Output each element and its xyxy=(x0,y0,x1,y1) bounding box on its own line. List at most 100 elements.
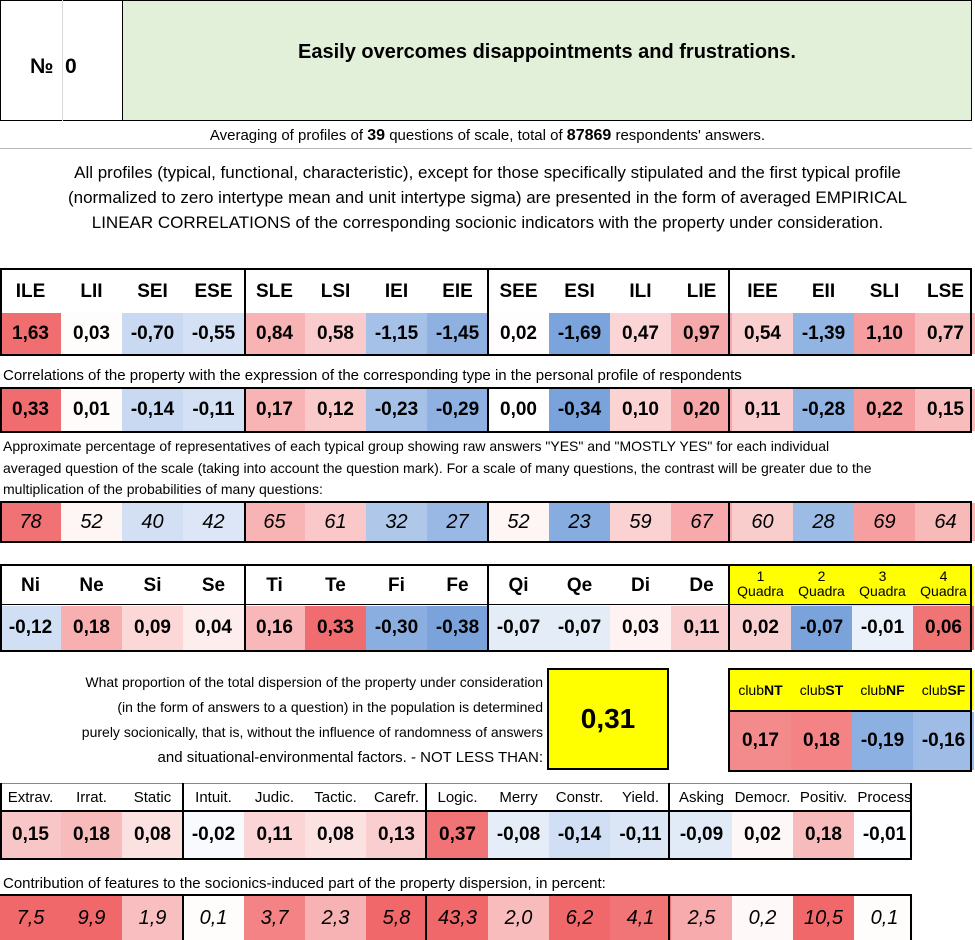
trait-header: Merry xyxy=(499,788,538,806)
typical-profile-value: 0,97 xyxy=(671,313,732,354)
rule xyxy=(668,783,670,860)
rule xyxy=(487,387,489,433)
rule xyxy=(0,564,972,566)
rule xyxy=(728,770,972,772)
function-value: -0,38 xyxy=(427,606,488,650)
function-value: 0,16 xyxy=(244,606,305,650)
contribution-value: 3,7 xyxy=(244,896,305,940)
header-title-cell: Easily overcomes disappointments and fru… xyxy=(122,0,972,121)
type-header-lii: LII xyxy=(80,281,103,302)
type-header-eii: EII xyxy=(811,281,836,302)
rule xyxy=(0,501,2,543)
rule xyxy=(0,783,912,784)
correlation-value: -0,23 xyxy=(366,389,427,431)
contribution-value: 0,1 xyxy=(183,896,244,940)
rule xyxy=(728,387,730,433)
trait-value: -0,08 xyxy=(488,812,549,858)
quadra-number: 4 xyxy=(939,568,948,584)
rule xyxy=(0,387,2,433)
percentage-value: 32 xyxy=(366,503,427,541)
percentage-value: 78 xyxy=(0,503,61,541)
trait-value: 0,02 xyxy=(732,812,793,858)
contribution-value: 4,1 xyxy=(610,896,671,940)
correlation-value: 0,11 xyxy=(732,389,793,431)
function-header-di: Di xyxy=(631,575,650,596)
function-value: 0,33 xyxy=(305,606,366,650)
typical-profile-value: -0,70 xyxy=(122,313,183,354)
rule xyxy=(0,783,2,860)
trait-header: Judic. xyxy=(254,788,295,806)
dispersion-value: 0,31 xyxy=(547,668,669,770)
rule xyxy=(0,431,972,433)
type-header-sli: SLI xyxy=(869,281,900,302)
trait-value: 0,11 xyxy=(244,812,305,858)
typical-profile-value: 1,63 xyxy=(0,313,61,354)
rule xyxy=(0,564,2,652)
rule xyxy=(244,501,246,543)
trait-value: 0,08 xyxy=(305,812,366,858)
percentage-value: 67 xyxy=(671,503,732,541)
type-header-ile: ILE xyxy=(15,281,46,302)
typical-profile-value: 0,77 xyxy=(915,313,975,354)
rule xyxy=(0,387,972,389)
quadra-label: Quadra xyxy=(859,583,906,599)
rule xyxy=(970,268,972,356)
function-header-de: De xyxy=(689,575,714,596)
trait-header: Carefr. xyxy=(373,788,419,806)
function-header-qe: Qe xyxy=(566,575,593,596)
contribution-value: 1,9 xyxy=(122,896,183,940)
trait-header: Intuit. xyxy=(195,788,232,806)
contribution-value: 2,0 xyxy=(488,896,549,940)
quadra-value: 0,06 xyxy=(913,606,974,650)
rule xyxy=(728,668,730,772)
trait-header: Asking xyxy=(678,788,725,806)
correlation-value: 0,33 xyxy=(0,389,61,431)
typical-profile-value: -1,39 xyxy=(793,313,854,354)
quadra-value: -0,01 xyxy=(852,606,913,650)
header-divider xyxy=(62,0,63,121)
rule xyxy=(244,387,246,433)
typical-profile-value: 0,03 xyxy=(61,313,122,354)
rule xyxy=(0,604,972,605)
correlation-caption: Correlations of the property with the ex… xyxy=(3,367,742,384)
percentage-value: 42 xyxy=(183,503,244,541)
percentage-value: 59 xyxy=(610,503,671,541)
type-header-lie: LIE xyxy=(686,281,717,302)
function-value: -0,30 xyxy=(366,606,427,650)
rule xyxy=(970,387,972,433)
function-header-ti: Ti xyxy=(266,575,283,596)
contribution-value: 6,2 xyxy=(549,896,610,940)
contribution-caption: Contribution of features to the socionic… xyxy=(3,875,606,892)
typical-profile-value: -1,45 xyxy=(427,313,488,354)
trait-value: 0,37 xyxy=(427,812,488,858)
trait-header: Extrav. xyxy=(7,788,54,806)
trait-value: 0,15 xyxy=(0,812,61,858)
rule xyxy=(487,501,489,543)
correlation-value: 0,10 xyxy=(610,389,671,431)
rule xyxy=(487,564,489,652)
contribution-value: 2,3 xyxy=(305,896,366,940)
trait-header: Static xyxy=(133,788,172,806)
trait-header: Logic. xyxy=(437,788,478,806)
function-header-si: Si xyxy=(143,575,162,596)
correlation-value: -0,29 xyxy=(427,389,488,431)
correlation-value: -0,34 xyxy=(549,389,610,431)
club-header-nf: club NF xyxy=(852,670,913,710)
trait-value: 0,13 xyxy=(366,812,427,858)
rule xyxy=(0,501,972,503)
type-header-lse: LSE xyxy=(927,281,964,302)
quadra-number: 1 xyxy=(756,568,765,584)
club-header-sf: club SF xyxy=(913,670,974,710)
trait-header: Irrat. xyxy=(76,788,107,806)
correlation-value: -0,14 xyxy=(122,389,183,431)
club-value: 0,17 xyxy=(730,712,791,770)
type-header-iee: IEE xyxy=(747,281,778,302)
trait-value: 0,18 xyxy=(793,812,854,858)
percentage-value: 52 xyxy=(488,503,549,541)
trait-header: Tactic. xyxy=(314,788,357,806)
header-number-cell xyxy=(0,0,122,121)
rule xyxy=(970,564,972,652)
type-header-see: SEE xyxy=(499,281,538,302)
rule xyxy=(910,894,912,940)
trait-header: Democr. xyxy=(734,788,791,806)
